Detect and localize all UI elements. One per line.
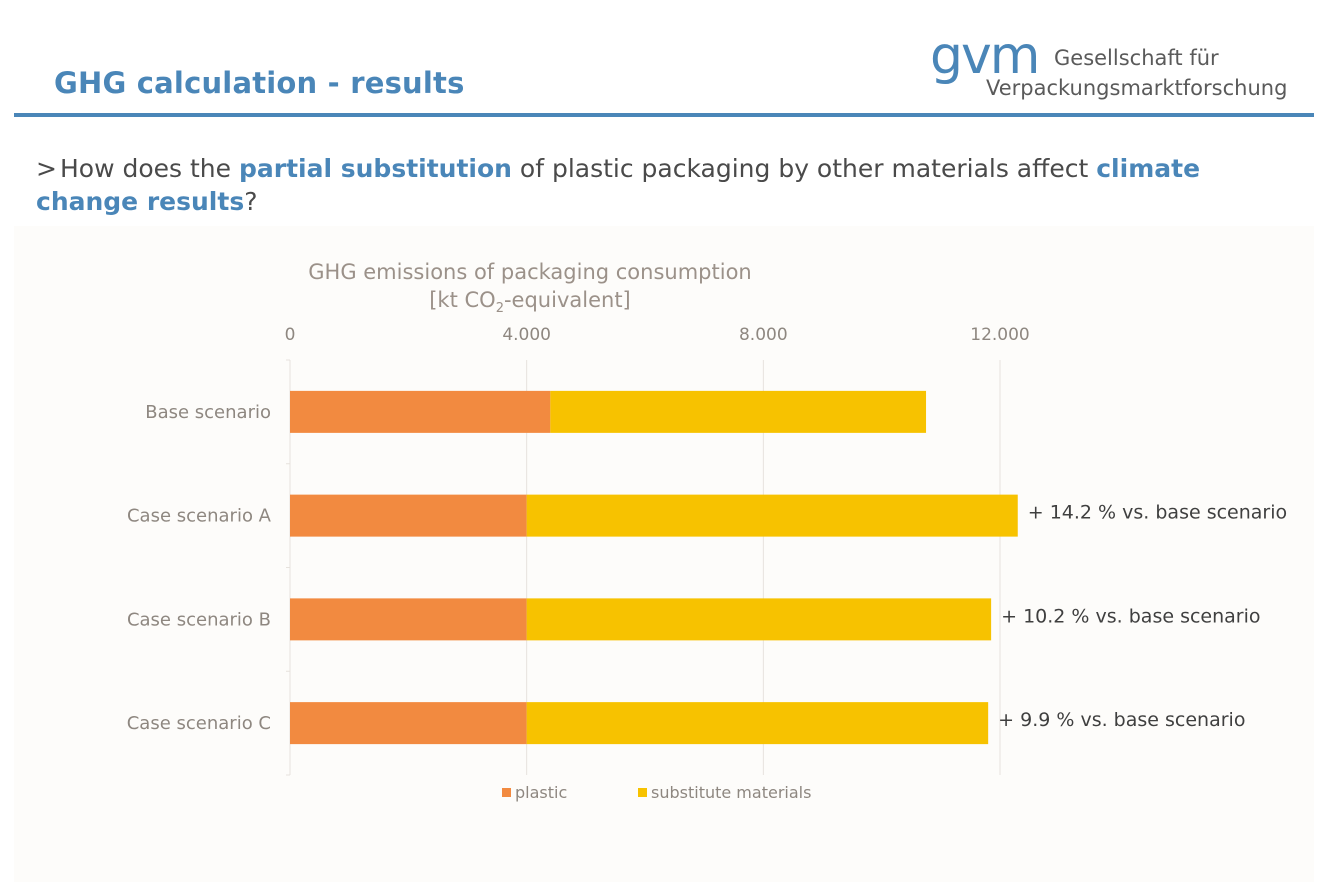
category-label: Base scenario (145, 402, 271, 423)
question-text: > How does the partial substitution of pl… (36, 152, 1286, 218)
chart-title: GHG emissions of packaging consumption [… (290, 258, 770, 323)
chart-title-line2: [kt CO2-equivalent] (290, 286, 770, 323)
bar-plastic (290, 494, 527, 537)
category-label: Case scenario A (127, 506, 272, 527)
x-tick-label: 0 (285, 325, 296, 345)
legend-label: substitute materials (651, 783, 811, 802)
x-tick-label: 4.000 (502, 325, 551, 345)
gvm-logo: gvm Gesellschaft für Verpackungsmarktfor… (930, 26, 1290, 104)
bar-substitute-materials (526, 494, 1018, 537)
bar-substitute-materials (526, 598, 992, 641)
header-divider (14, 113, 1314, 117)
question-highlight1: partial substitution (238, 154, 512, 183)
bar-plastic (290, 598, 527, 641)
x-tick-label: 12.000 (970, 325, 1029, 345)
legend-swatch-plastic (502, 788, 511, 797)
legend-label: plastic (515, 783, 567, 802)
category-label: Case scenario B (127, 609, 271, 630)
legend-swatch-substitute-materials (638, 788, 647, 797)
chart-title-unit-sub: 2 (495, 301, 504, 317)
bar-annotation: + 10.2 % vs. base scenario (1001, 605, 1260, 627)
bar-plastic (290, 702, 527, 745)
logo-text-line1: Gesellschaft für (1054, 46, 1219, 70)
logo-mark: gvm (930, 26, 1040, 86)
bullet-marker: > (36, 154, 57, 183)
logo-text-line2: Verpackungsmarktforschung (986, 76, 1288, 100)
x-tick-label: 8.000 (739, 325, 788, 345)
bar-plastic (290, 390, 551, 433)
category-label: Case scenario C (127, 713, 271, 734)
chart-title-unit-pre: [kt CO (429, 288, 496, 312)
bar-substitute-materials (550, 390, 927, 433)
page-title: GHG calculation - results (54, 66, 465, 100)
bar-annotation: + 14.2 % vs. base scenario (1028, 502, 1287, 524)
question-part3: ? (244, 187, 258, 216)
question-highlight2: climate change results (36, 154, 1201, 216)
question-part1: How does the (60, 154, 239, 183)
question-part2: of plastic packaging by other materials … (511, 154, 1097, 183)
chart-panel (14, 226, 1314, 882)
bar-substitute-materials (526, 702, 989, 745)
chart-title-unit-post: -equivalent] (503, 288, 631, 312)
chart-title-line1: GHG emissions of packaging consumption (308, 260, 752, 284)
bar-annotation: + 9.9 % vs. base scenario (998, 709, 1245, 731)
